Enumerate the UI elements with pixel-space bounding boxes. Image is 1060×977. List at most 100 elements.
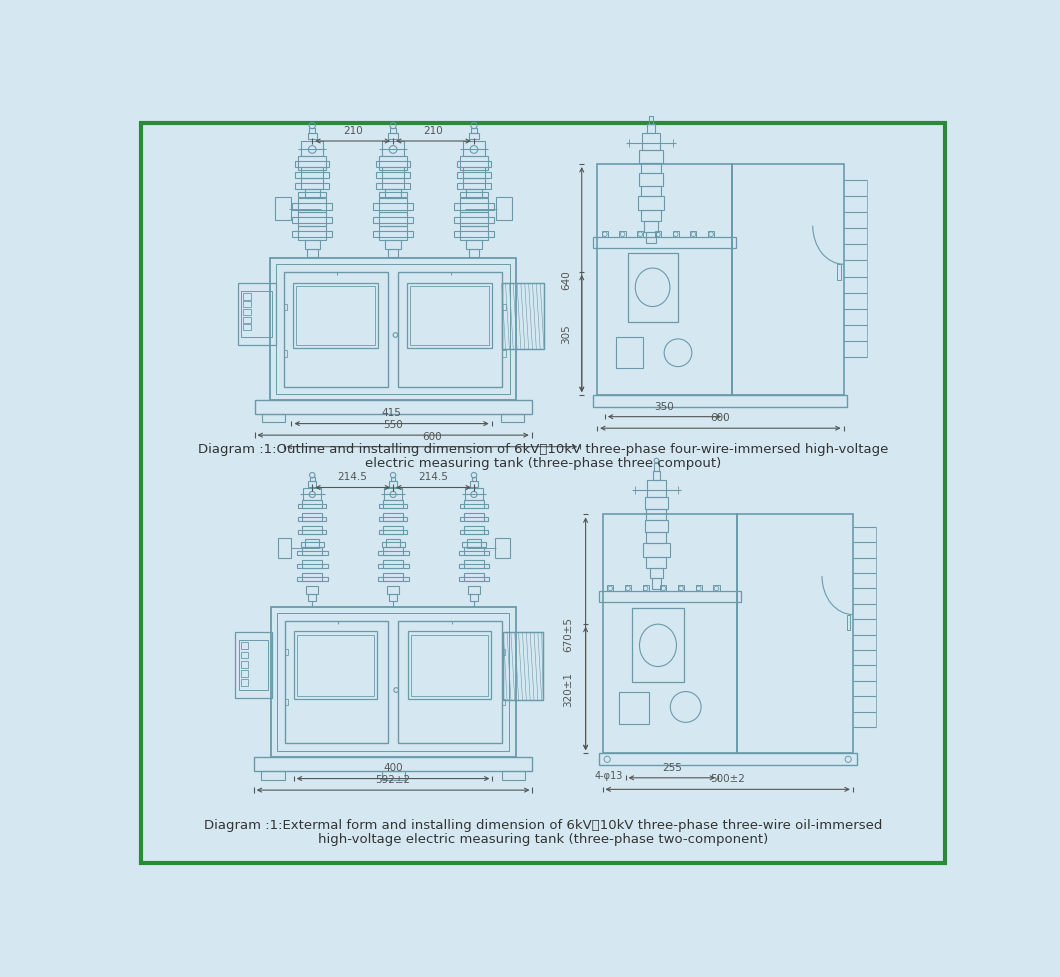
Bar (301, 142, 323, 157)
Bar (454, 218, 494, 224)
Bar (293, 283, 377, 349)
Bar (470, 594, 478, 602)
Bar (644, 521, 668, 532)
Bar (383, 142, 404, 157)
Bar (284, 273, 388, 387)
Bar (242, 292, 272, 338)
Bar (241, 661, 248, 668)
Bar (383, 179, 404, 190)
Bar (463, 179, 484, 190)
Bar (237, 284, 276, 346)
Bar (270, 259, 516, 402)
Bar (299, 192, 326, 198)
Bar (602, 232, 608, 238)
Bar (628, 253, 678, 322)
Bar (647, 532, 667, 543)
Bar (648, 481, 666, 497)
Bar (297, 551, 328, 556)
Bar (464, 500, 484, 509)
Bar (470, 134, 478, 141)
Bar (464, 573, 484, 582)
Bar (302, 560, 322, 569)
Bar (243, 302, 250, 308)
Bar (293, 218, 332, 224)
Bar (460, 517, 488, 522)
Text: 500±2: 500±2 (710, 774, 745, 784)
Bar (299, 213, 326, 227)
Bar (466, 240, 481, 249)
Bar (738, 515, 853, 753)
Bar (641, 163, 661, 174)
Text: 350: 350 (655, 402, 674, 411)
Bar (599, 753, 856, 765)
Text: 592±2: 592±2 (375, 774, 410, 785)
Bar (302, 527, 322, 535)
Bar (597, 165, 731, 396)
Bar (847, 615, 850, 630)
Text: 600: 600 (422, 431, 442, 441)
Bar (460, 504, 488, 509)
Bar (641, 134, 660, 151)
Bar (695, 585, 702, 592)
Bar (243, 325, 250, 331)
Bar (302, 547, 322, 556)
Bar (379, 157, 407, 171)
Bar (472, 477, 476, 482)
Bar (644, 497, 668, 510)
Text: 210: 210 (424, 126, 443, 136)
Bar (599, 592, 741, 603)
Bar (647, 557, 667, 568)
Bar (307, 134, 317, 141)
Bar (464, 547, 484, 556)
Text: 210: 210 (342, 126, 363, 136)
Bar (379, 213, 407, 227)
Bar (389, 482, 396, 488)
Bar (459, 551, 490, 556)
Bar (373, 232, 413, 238)
Bar (649, 117, 653, 125)
Bar (504, 633, 543, 701)
Bar (594, 396, 847, 407)
Text: Diagram :1:Extermal form and installing dimension of 6kV、10kV three-phase three-: Diagram :1:Extermal form and installing … (205, 819, 882, 831)
Bar (502, 305, 506, 311)
Bar (617, 338, 643, 368)
Bar (460, 531, 488, 535)
Bar (302, 500, 322, 509)
Bar (299, 157, 326, 171)
Text: 600: 600 (710, 412, 730, 423)
Bar (299, 227, 326, 240)
Bar (501, 650, 505, 656)
Bar (293, 232, 332, 238)
Bar (376, 162, 410, 168)
Bar (602, 515, 738, 753)
Bar (501, 284, 544, 350)
Bar (495, 538, 510, 559)
Bar (643, 543, 670, 557)
Text: 214.5: 214.5 (338, 472, 368, 482)
Text: electric measuring tank (three-phase three compout): electric measuring tank (three-phase thr… (365, 457, 722, 470)
Bar (501, 771, 525, 781)
Bar (460, 227, 488, 240)
Text: 214.5: 214.5 (419, 472, 448, 482)
Bar (459, 564, 490, 569)
Bar (379, 227, 407, 240)
Bar (466, 190, 481, 198)
Bar (708, 232, 714, 238)
Bar (284, 650, 287, 656)
Bar (276, 198, 290, 221)
Bar (673, 232, 678, 238)
Bar (296, 173, 330, 179)
Bar (377, 577, 408, 582)
Bar (607, 585, 614, 592)
Bar (386, 539, 400, 547)
Text: 320±1: 320±1 (563, 671, 573, 706)
Bar (386, 240, 401, 249)
Bar (647, 510, 667, 521)
Bar (464, 560, 484, 569)
Bar (457, 173, 491, 179)
Bar (277, 614, 510, 751)
Bar (383, 547, 403, 556)
Bar (644, 222, 658, 233)
Bar (284, 621, 388, 743)
Bar (690, 232, 696, 238)
